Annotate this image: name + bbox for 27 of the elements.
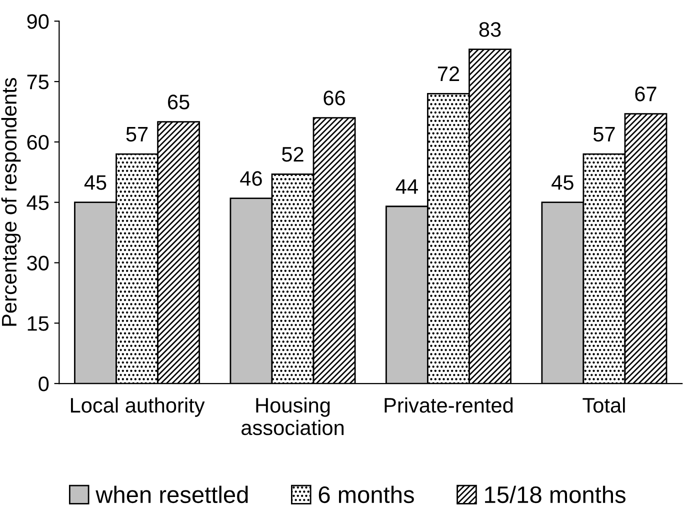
x-tick-label: Local authority bbox=[70, 397, 205, 417]
x-tick-label: Private-rented bbox=[384, 397, 513, 413]
data-label: 72 bbox=[438, 66, 460, 81]
data-label: 66 bbox=[324, 90, 345, 106]
legend-label: 6 months bbox=[318, 486, 414, 504]
y-tick-label: 60 bbox=[27, 134, 49, 150]
x-tick-label: Housing association bbox=[242, 397, 344, 436]
data-label: 57 bbox=[593, 127, 615, 142]
y-axis-title: Percentage of respondents bbox=[1, 78, 21, 326]
data-label: 52 bbox=[282, 146, 304, 162]
y-tick-label: 75 bbox=[27, 74, 49, 90]
y-tick-label: 90 bbox=[27, 14, 49, 29]
y-tick-label: 0 bbox=[38, 376, 49, 392]
data-label: 65 bbox=[168, 94, 190, 110]
data-label: 57 bbox=[126, 127, 148, 142]
y-tick-label: 45 bbox=[26, 196, 49, 210]
legend-label: 15/18 months bbox=[485, 486, 626, 504]
y-tick-label: 30 bbox=[27, 256, 49, 270]
data-label: 44 bbox=[396, 179, 418, 194]
legend-label: when resettled bbox=[96, 486, 248, 504]
data-label: 83 bbox=[479, 22, 501, 37]
x-tick-label: Total bbox=[582, 397, 625, 413]
data-label: 45 bbox=[552, 175, 574, 190]
data-label: 46 bbox=[240, 171, 262, 186]
y-tick-label: 15 bbox=[28, 316, 49, 331]
data-label: 45 bbox=[84, 175, 106, 190]
data-label: 67 bbox=[635, 86, 656, 102]
